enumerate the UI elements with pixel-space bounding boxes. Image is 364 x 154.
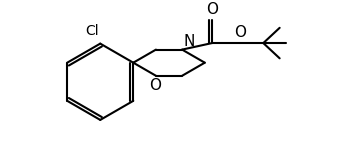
Text: O: O [234, 25, 246, 40]
Text: N: N [183, 34, 195, 49]
Text: O: O [206, 2, 218, 17]
Text: O: O [149, 79, 161, 93]
Text: Cl: Cl [85, 24, 99, 38]
